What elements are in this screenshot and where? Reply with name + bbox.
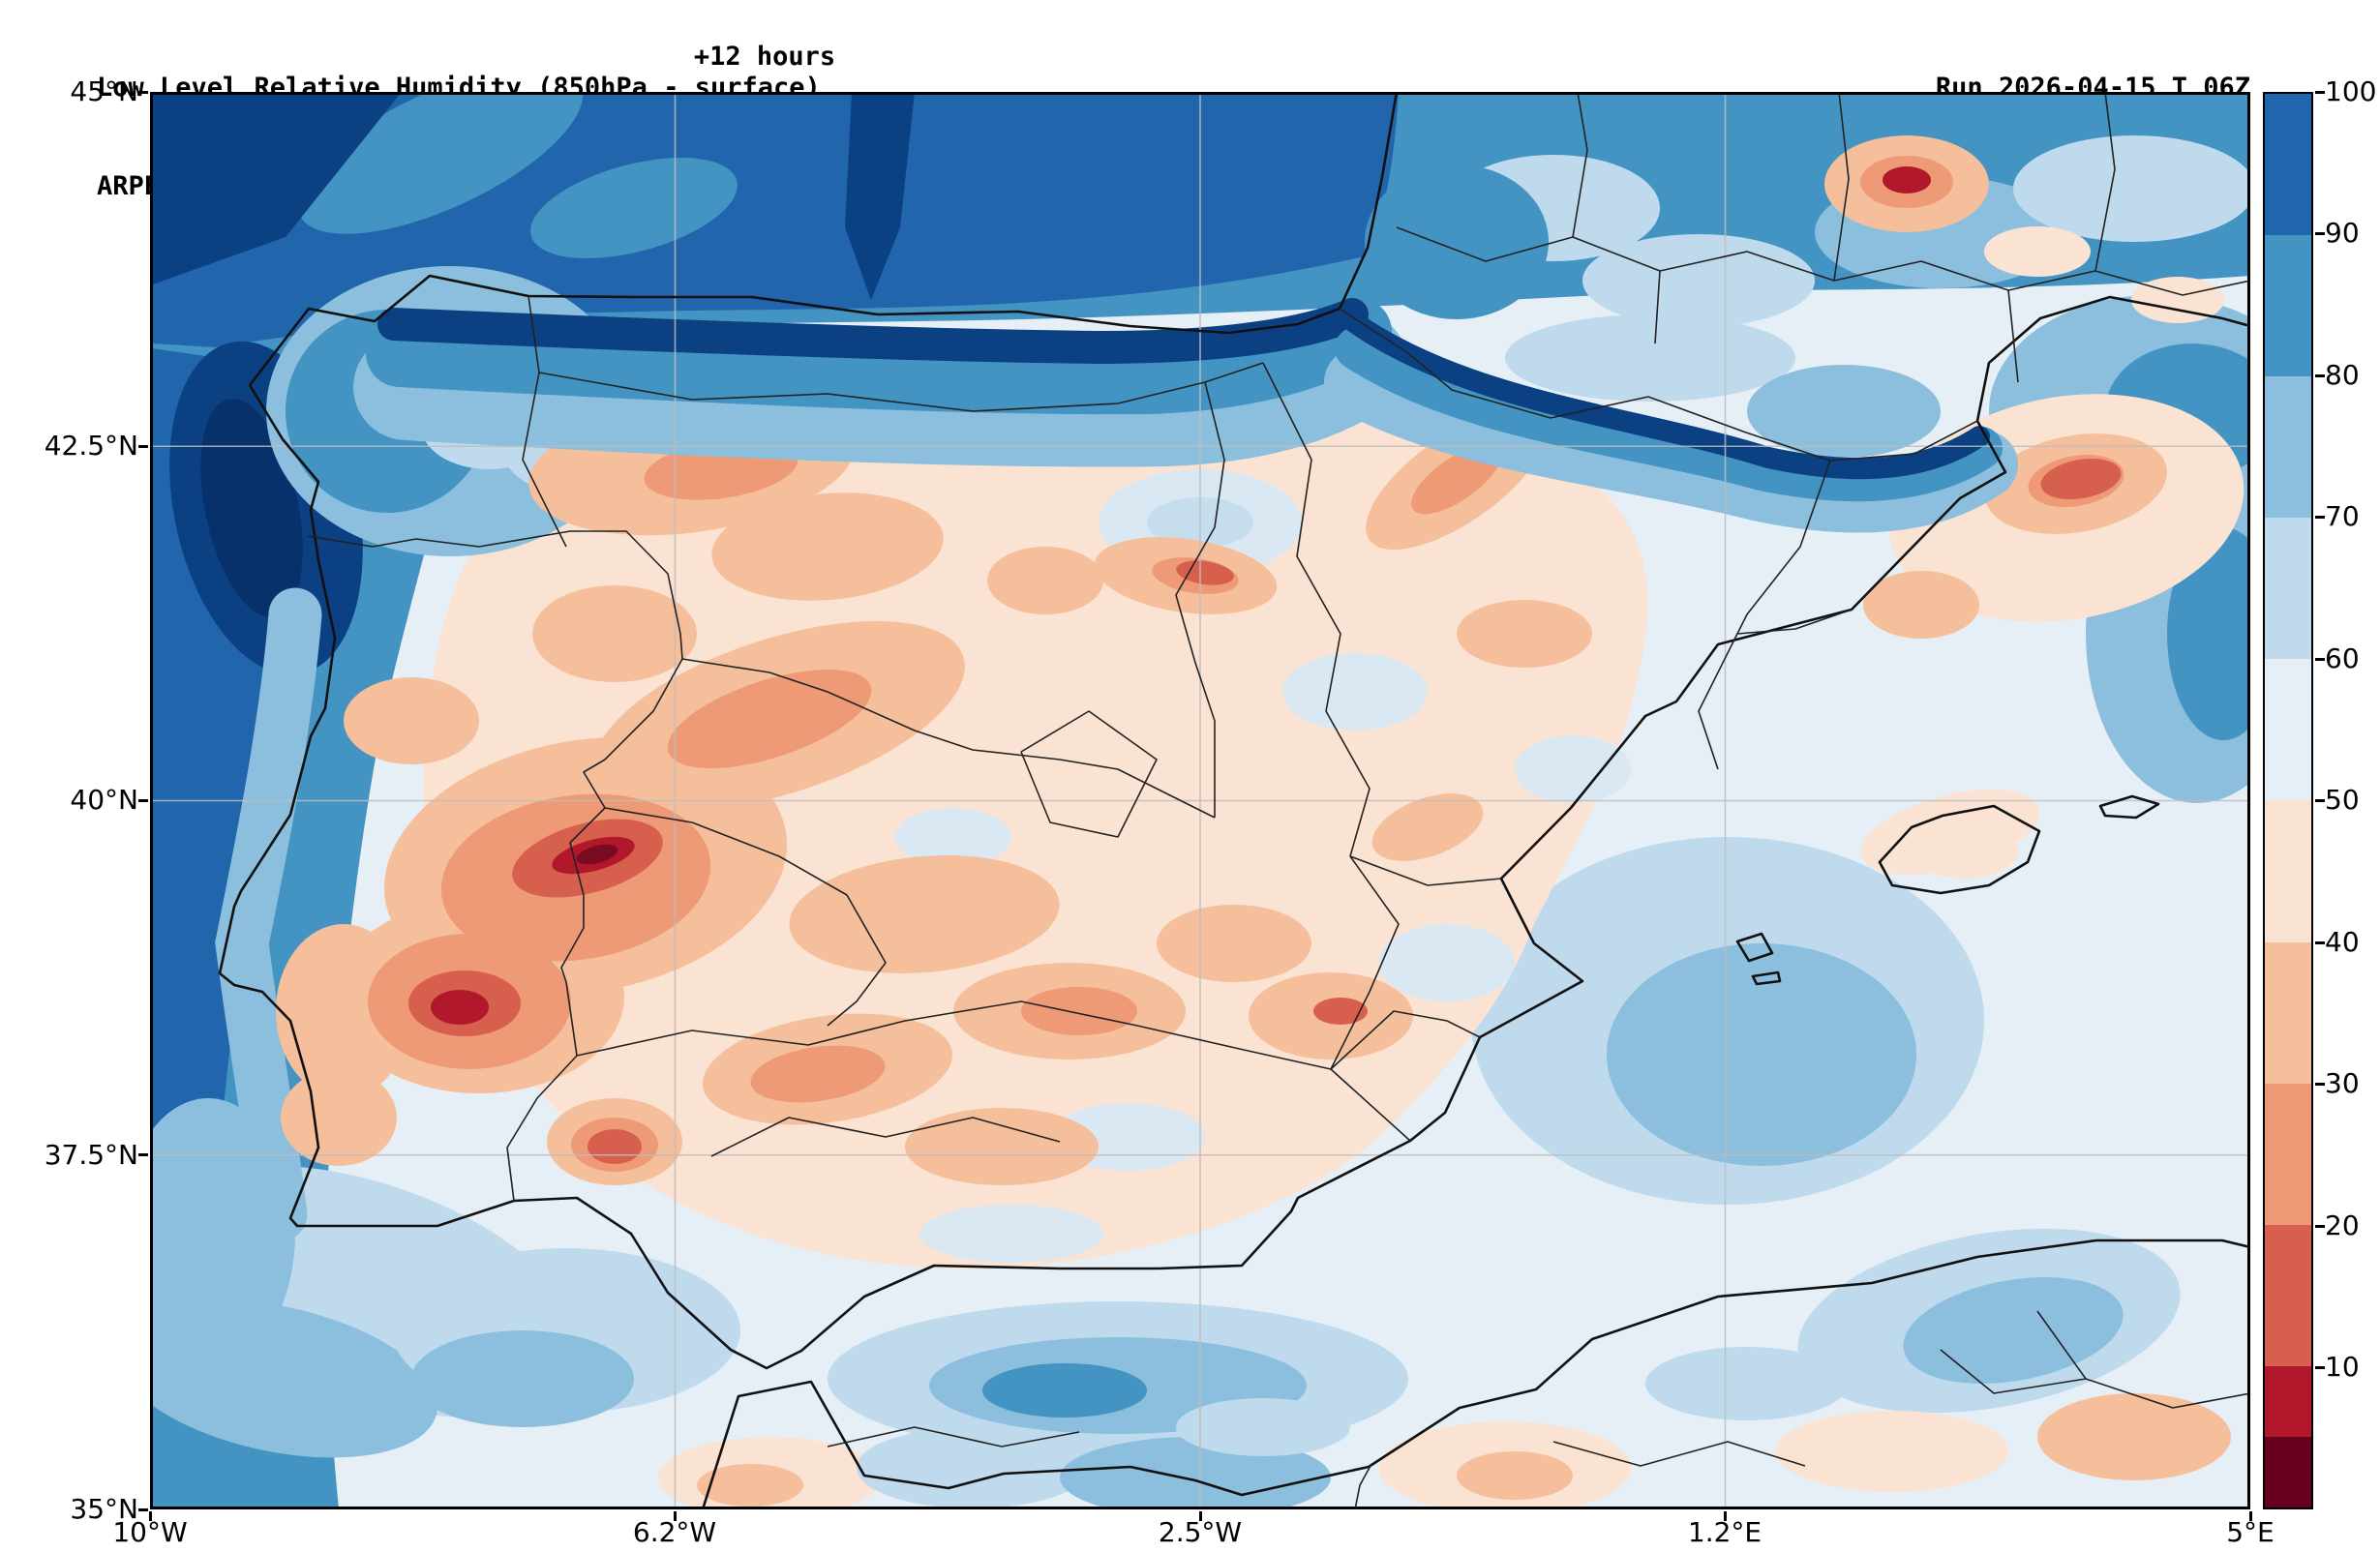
axis-tick xyxy=(2315,232,2325,235)
colorbar-band xyxy=(2265,941,2311,1084)
lon-tick-label: 5°E xyxy=(2226,1516,2275,1548)
axis-tick xyxy=(2315,1224,2325,1228)
colorbar-tick-label: 60 xyxy=(2325,642,2360,674)
axis-tick xyxy=(1198,1511,1202,1521)
coastlines xyxy=(218,92,2250,1509)
colorbar-band xyxy=(2265,235,2311,377)
axis-tick xyxy=(148,1511,152,1521)
colorbar-tick-label: 80 xyxy=(2325,359,2360,391)
lat-tick-label: 40°N xyxy=(70,784,138,816)
lat-tick-label: 35°N xyxy=(70,1493,138,1525)
colorbar-band xyxy=(2265,518,2311,660)
colorbar-band xyxy=(2265,376,2311,519)
axis-tick xyxy=(2315,799,2325,802)
axis-tick xyxy=(138,444,148,448)
colorbar-tick-label: 90 xyxy=(2325,217,2360,249)
colorbar-tick-label: 50 xyxy=(2325,784,2360,816)
colorbar-tick-label: 100 xyxy=(2325,75,2377,107)
lon-tick-label: 1.2°E xyxy=(1687,1516,1762,1548)
map-frame xyxy=(150,92,2250,1509)
axis-tick xyxy=(2315,90,2325,94)
map-canvas xyxy=(150,92,2250,1509)
axis-tick xyxy=(1724,1511,1727,1521)
colorbar-tick-label: 30 xyxy=(2325,1067,2360,1099)
axis-tick xyxy=(138,1507,148,1511)
lat-tick-label: 45°N xyxy=(70,75,138,107)
gridlines xyxy=(150,92,2250,1509)
colorbar-band xyxy=(2265,800,2311,942)
lat-tick-label: 37.5°N xyxy=(44,1139,138,1171)
lon-tick-label: 2.5°W xyxy=(1158,1516,1243,1548)
colorbar-band xyxy=(2265,659,2311,801)
colorbar-band xyxy=(2265,1365,2311,1437)
colorbar-tick-label: 40 xyxy=(2325,926,2360,958)
colorbar-tick-label: 20 xyxy=(2325,1209,2360,1241)
axis-tick xyxy=(2315,516,2325,519)
axis-tick xyxy=(2315,373,2325,377)
lon-tick-label: 10°W xyxy=(112,1516,188,1548)
axis-tick xyxy=(2315,1366,2325,1369)
colorbar-tick-label: 70 xyxy=(2325,500,2360,532)
lat-tick-label: 42.5°N xyxy=(44,430,138,462)
axis-tick xyxy=(674,1511,677,1521)
axis-tick xyxy=(138,1153,148,1157)
admin-borders xyxy=(307,92,2250,1509)
colorbar-band xyxy=(2265,1083,2311,1225)
colorbar-tick-label: 10 xyxy=(2325,1351,2360,1383)
axis-tick xyxy=(2248,1511,2252,1521)
colorbar-band xyxy=(2265,1436,2311,1507)
axis-tick xyxy=(138,799,148,802)
axis-tick xyxy=(2315,1083,2325,1086)
axis-tick xyxy=(2315,657,2325,661)
axis-tick xyxy=(2315,940,2325,944)
colorbar xyxy=(2263,92,2313,1509)
colorbar-band xyxy=(2265,94,2311,236)
axis-tick xyxy=(138,90,148,94)
lon-tick-label: 6.2°W xyxy=(632,1516,717,1548)
lead-time-label: +12 hours xyxy=(693,42,836,72)
colorbar-band xyxy=(2265,1224,2311,1366)
